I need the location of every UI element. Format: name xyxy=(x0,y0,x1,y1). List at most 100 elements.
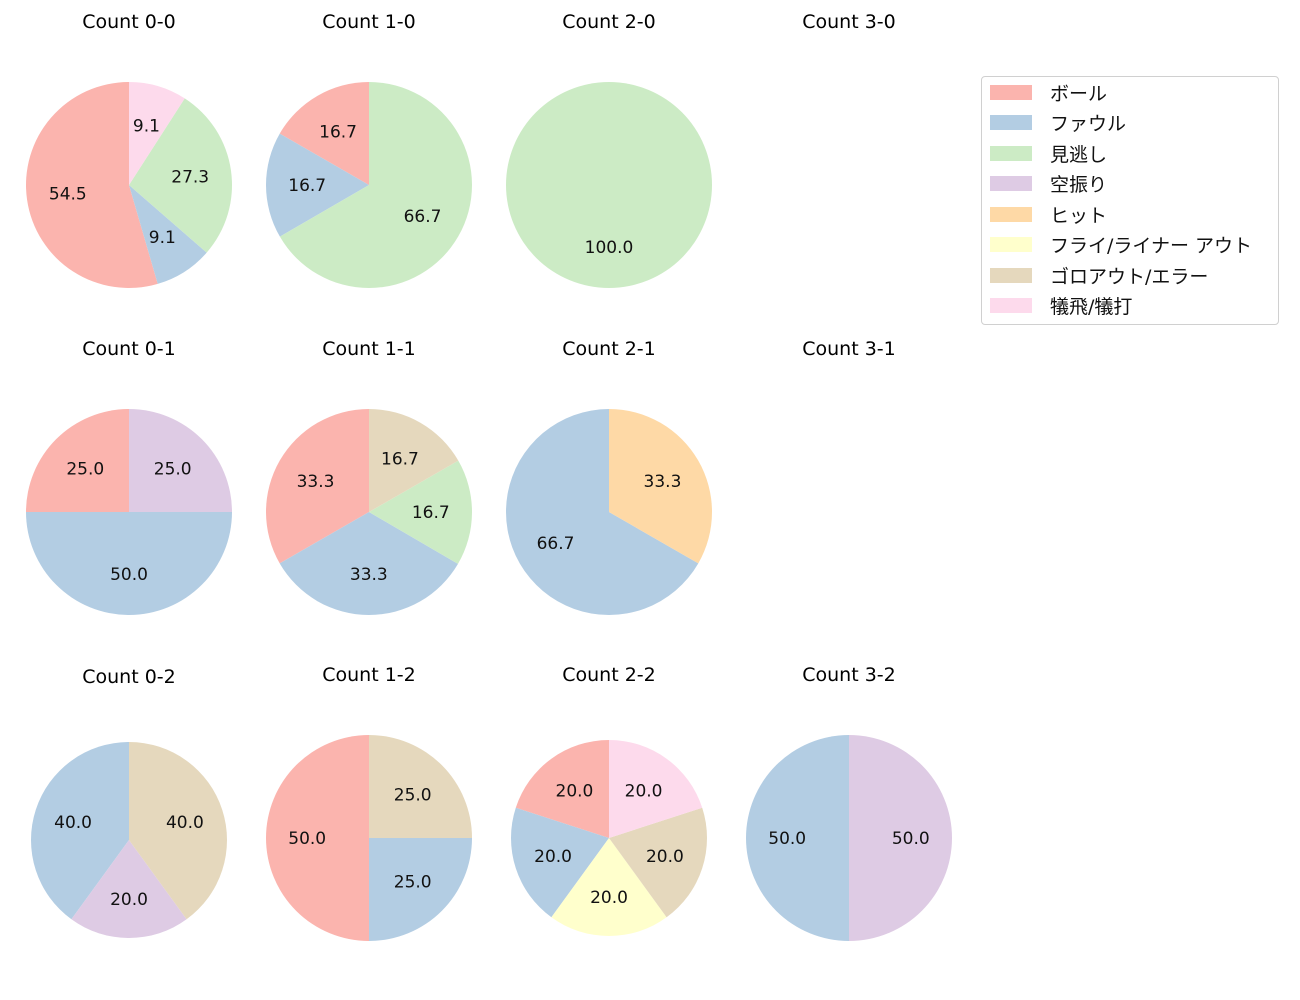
slice-label: 25.0 xyxy=(394,873,432,893)
pie-slice xyxy=(609,409,712,564)
slice-label: 50.0 xyxy=(110,565,148,585)
pie-title: Count 2-0 xyxy=(562,11,656,33)
pie-slice xyxy=(279,82,369,185)
legend: ボール ファウル 見逃し 空振り ヒット フライ/ライナー アウト ゴロアウト/… xyxy=(981,76,1279,325)
legend-label: 見逃し xyxy=(1050,143,1108,166)
legend-swatch xyxy=(990,176,1032,191)
legend-label: ファウル xyxy=(1050,113,1127,135)
pie-slice xyxy=(609,740,703,838)
slice-label: 66.7 xyxy=(537,534,575,554)
legend-swatch xyxy=(990,267,1032,283)
slice-label: 25.0 xyxy=(394,785,432,805)
pie-chart: Count 3-0 xyxy=(802,11,896,33)
legend-swatch xyxy=(990,298,1032,313)
pie-slice xyxy=(506,409,699,615)
pie-chart: Count 1-0 16.7 16.7 66.7 xyxy=(266,11,472,288)
pie-chart: Count 0-0 54.5 9.1 27.3 9.1 xyxy=(25,11,233,289)
pie-slice xyxy=(266,735,369,941)
pie-chart: Count 1-2 50.0 25.0 25.0 xyxy=(266,664,472,941)
pie-chart: Count 2-2 20.0 20.0 20.0 20.0 20.0 xyxy=(510,664,707,936)
pie-title: Count 2-1 xyxy=(562,338,656,360)
pie-title: Count 1-2 xyxy=(322,664,416,686)
slice-label: 25.0 xyxy=(66,459,104,479)
pie-slice xyxy=(129,742,228,920)
pie-slice xyxy=(26,512,232,615)
slice-label: 25.0 xyxy=(154,459,192,479)
legend-swatch xyxy=(990,84,1032,100)
pie-slice xyxy=(551,838,667,936)
pie-chart: Count 0-2 40.0 20.0 40.0 xyxy=(30,666,228,938)
pie-chart: Count 1-1 33.3 33.3 16.7 16.7 xyxy=(265,338,472,615)
legend-swatch xyxy=(990,206,1032,222)
legend-item-fly-liner-out: フライ/ライナー アウト xyxy=(990,230,1252,260)
legend-item-hit: ヒット xyxy=(990,199,1107,229)
pie-slice xyxy=(265,409,369,564)
pie-slice xyxy=(515,740,609,838)
slice-label: 16.7 xyxy=(319,122,357,142)
slice-label: 50.0 xyxy=(892,829,930,849)
pie-chart: Count 3-1 xyxy=(802,338,896,360)
slice-label: 20.0 xyxy=(625,781,663,801)
pie-slice xyxy=(279,82,472,288)
pie-slice xyxy=(129,98,233,253)
legend-label: ヒット xyxy=(1050,204,1108,227)
pie-slice xyxy=(510,807,609,918)
legend-item-sacrifice: 犠飛/犠打 xyxy=(990,291,1132,321)
pie-slice xyxy=(26,409,129,512)
pie-slice xyxy=(129,185,207,284)
slice-label: 54.5 xyxy=(49,185,87,205)
legend-label: 空振り xyxy=(1050,174,1108,196)
slice-label: 50.0 xyxy=(288,829,326,849)
slice-label: 20.0 xyxy=(556,781,594,801)
legend-label: 犠飛/犠打 xyxy=(1050,296,1133,318)
pie-title: Count 1-0 xyxy=(322,11,416,33)
slice-label: 66.7 xyxy=(404,207,442,227)
pie-title: Count 0-2 xyxy=(82,666,176,688)
legend-swatch xyxy=(990,115,1032,130)
pie-title: Count 3-0 xyxy=(802,11,896,33)
slice-label: 100.0 xyxy=(585,238,634,258)
pie-slice xyxy=(609,807,707,918)
slice-label: 20.0 xyxy=(110,890,148,910)
slice-label: 20.0 xyxy=(646,847,684,867)
pie-slice xyxy=(369,409,459,512)
slice-label: 50.0 xyxy=(768,829,806,849)
slice-label: 33.3 xyxy=(350,565,388,585)
pie-title: Count 2-2 xyxy=(562,664,656,686)
pie-slice xyxy=(369,460,472,564)
slice-label: 16.7 xyxy=(412,503,450,523)
legend-swatch xyxy=(990,237,1032,252)
legend-item-ball: ボール xyxy=(990,77,1107,107)
pie-chart: Count 2-0 100.0 xyxy=(506,11,712,288)
pie-slice xyxy=(266,133,369,237)
legend-item-foul: ファウル xyxy=(990,108,1126,138)
legend-label: ゴロアウト/エラー xyxy=(1050,265,1209,288)
slice-label: 20.0 xyxy=(590,888,628,908)
slice-label: 33.3 xyxy=(644,472,682,492)
pie-slice xyxy=(849,735,952,941)
slice-label: 16.7 xyxy=(381,450,419,470)
slice-label: 20.0 xyxy=(534,847,572,867)
legend-label: フライ/ライナー アウト xyxy=(1050,235,1253,257)
pie-slice xyxy=(369,838,472,941)
pie-slice xyxy=(506,82,712,288)
pie-chart: Count 3-2 50.0 50.0 xyxy=(746,664,952,941)
legend-swatch xyxy=(990,145,1032,161)
pie-slice xyxy=(129,82,185,185)
pie-slice xyxy=(30,742,129,920)
slice-label: 40.0 xyxy=(54,813,92,833)
slice-label: 27.3 xyxy=(171,167,209,187)
legend-item-called-strike: 見逃し xyxy=(990,138,1107,168)
legend-label: ボール xyxy=(1050,82,1108,105)
pie-slice xyxy=(746,735,849,941)
slice-label: 40.0 xyxy=(166,813,204,833)
pie-title: Count 3-1 xyxy=(802,338,896,360)
pie-slice xyxy=(71,840,187,938)
pie-title: Count 0-0 xyxy=(82,11,176,33)
pie-title: Count 0-1 xyxy=(82,338,176,360)
slice-label: 33.3 xyxy=(297,472,335,492)
pie-chart: Count 0-1 25.0 50.0 25.0 xyxy=(26,338,232,615)
pie-slice xyxy=(369,735,472,838)
pie-slice xyxy=(25,82,158,289)
